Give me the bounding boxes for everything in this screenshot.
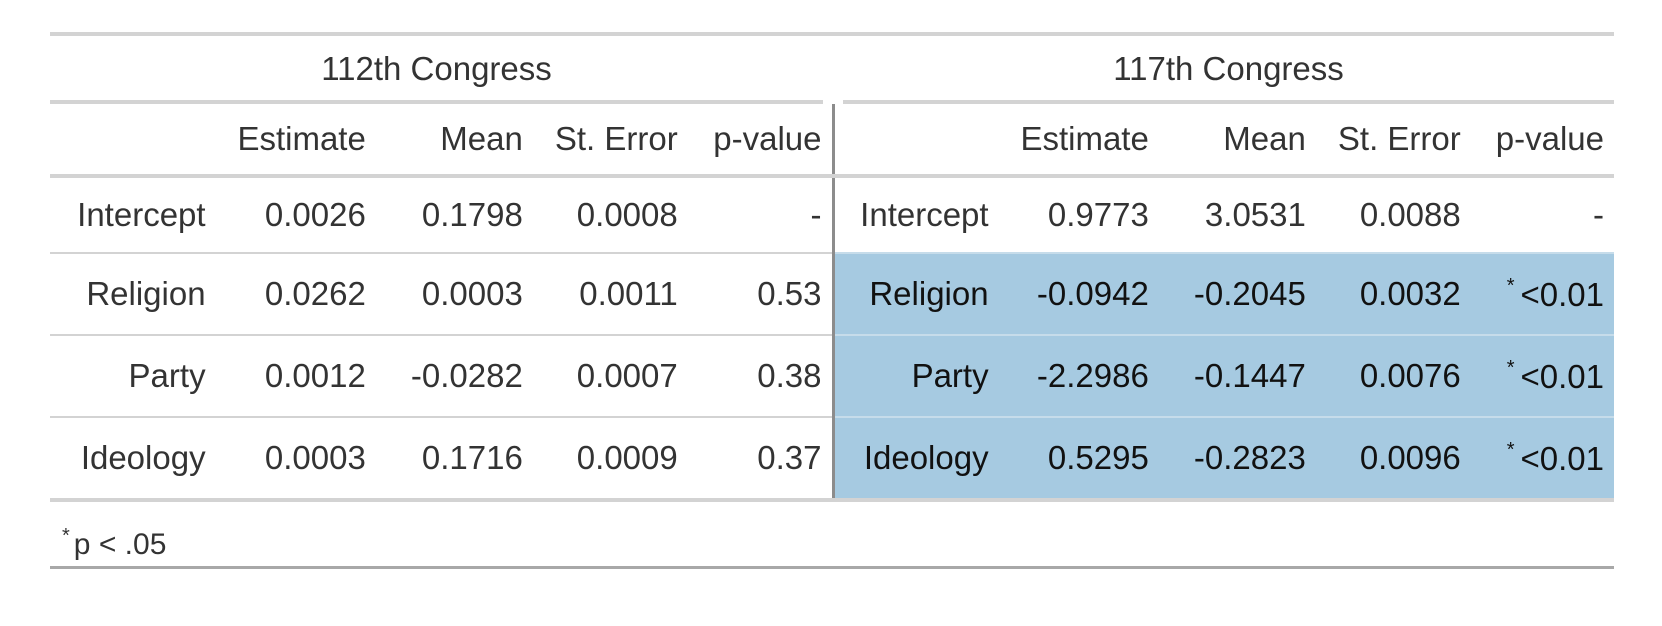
footnote-star: * — [62, 525, 70, 547]
st-error-cell: 0.0088 — [1359, 196, 1461, 233]
p-value-cell: - — [687, 176, 835, 253]
p-value-text: <0.01 — [1520, 357, 1605, 395]
mean-cell: -0.2045 — [1158, 252, 1316, 335]
spanner-112th: 112th Congress — [50, 34, 833, 104]
table-row: Ideology 0.0003 0.1716 0.0009 0.37 Ideol… — [50, 416, 1614, 502]
mean-cell: -0.1447 — [1158, 334, 1316, 417]
column-header-p-value: p-value — [687, 104, 835, 178]
p-value-cell: * <0.01 — [1470, 334, 1614, 417]
p-value-text: <0.01 — [1520, 439, 1605, 477]
regression-table-container: 112th Congress 117th Congress Estimate M… — [50, 32, 1614, 569]
mean-cell: 0.0003 — [375, 252, 533, 335]
estimate-cell: 0.9773 — [1047, 196, 1149, 233]
st-error-cell: 0.0008 — [576, 196, 678, 233]
spanner-117th-label: 117th Congress — [843, 36, 1614, 104]
significance-star: * — [1506, 274, 1515, 297]
estimate-cell: -2.2986 — [998, 334, 1159, 417]
column-header-estimate: Estimate — [215, 104, 376, 178]
column-header-st-error: St. Error — [1315, 104, 1471, 178]
mean-cell: 3.0531 — [1204, 196, 1306, 233]
estimate-cell: 0.0003 — [215, 416, 376, 502]
significance-star: * — [1506, 438, 1515, 461]
st-error-cell: 0.0007 — [532, 334, 688, 417]
column-header-mean: Mean — [375, 104, 533, 178]
table-row: Party 0.0012 -0.0282 0.0007 0.38 Party -… — [50, 334, 1614, 417]
column-header-blank-right — [833, 104, 999, 178]
p-value-text: <0.01 — [1520, 275, 1605, 313]
mean-cell: 0.1716 — [375, 416, 533, 502]
st-error-cell: 0.0009 — [532, 416, 688, 502]
estimate-cell: 0.5295 — [998, 416, 1159, 502]
row-label: Party — [50, 334, 216, 417]
row-label: Intercept — [860, 196, 989, 233]
regression-table: 112th Congress 117th Congress Estimate M… — [50, 32, 1614, 502]
p-value-cell: 0.37 — [687, 416, 835, 502]
column-header-estimate: Estimate — [998, 104, 1159, 178]
table-footnote: * p < .05 — [50, 502, 1614, 569]
footnote-text: p < .05 — [73, 528, 167, 561]
column-header-blank-left — [50, 104, 216, 178]
p-value-cell: 0.53 — [687, 252, 835, 335]
st-error-cell: 0.0032 — [1315, 252, 1471, 335]
table-row: Intercept 0.0026 0.1798 0.0008 - Interce… — [50, 176, 1614, 253]
mean-cell: -0.0282 — [375, 334, 533, 417]
row-label: Religion — [50, 252, 216, 335]
row-label: Party — [833, 334, 999, 417]
significance-star: * — [1506, 356, 1515, 379]
mean-cell: 0.1798 — [421, 196, 523, 233]
spanner-row: 112th Congress 117th Congress — [50, 34, 1614, 104]
st-error-cell: 0.0011 — [532, 252, 688, 335]
p-value-cell: * <0.01 — [1470, 416, 1614, 502]
st-error-cell: 0.0096 — [1315, 416, 1471, 502]
row-label: Ideology — [833, 416, 999, 502]
row-label: Religion — [833, 252, 999, 335]
p-value-cell: * <0.01 — [1470, 252, 1614, 335]
estimate-cell: 0.0026 — [264, 196, 366, 233]
spanner-112th-label: 112th Congress — [50, 36, 824, 104]
mean-cell: -0.2823 — [1158, 416, 1316, 502]
row-label: Intercept — [77, 196, 206, 233]
column-header-st-error: St. Error — [532, 104, 688, 178]
column-header-mean: Mean — [1158, 104, 1316, 178]
estimate-cell: -0.0942 — [998, 252, 1159, 335]
st-error-cell: 0.0076 — [1315, 334, 1471, 417]
column-header-row: Estimate Mean St. Error p-value Estimate… — [50, 104, 1614, 178]
spanner-117th: 117th Congress — [833, 34, 1614, 104]
estimate-cell: 0.0012 — [215, 334, 376, 417]
table-row: Religion 0.0262 0.0003 0.0011 0.53 Relig… — [50, 252, 1614, 335]
row-label: Ideology — [50, 416, 216, 502]
estimate-cell: 0.0262 — [215, 252, 376, 335]
p-value-cell: 0.38 — [687, 334, 835, 417]
p-value-cell: - — [1593, 196, 1604, 233]
column-header-p-value: p-value — [1470, 104, 1614, 178]
